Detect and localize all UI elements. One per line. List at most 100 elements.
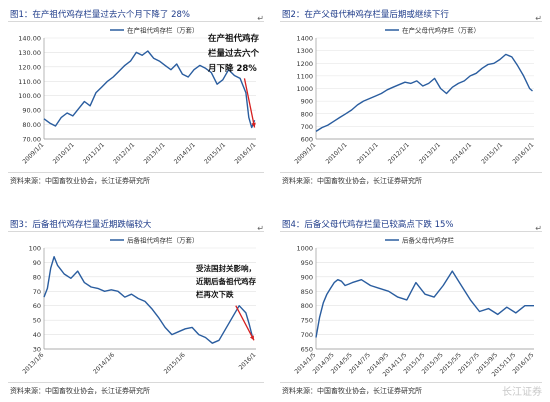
- source-divider: [280, 382, 542, 383]
- y-tick-label: 70: [33, 288, 41, 296]
- legend-label: 在产父母代鸡存栏（万套）: [402, 26, 480, 35]
- trend-arrow-head: [249, 335, 254, 341]
- y-tick-label: 700: [301, 123, 313, 131]
- y-tick-label: 80.00: [22, 121, 41, 129]
- y-tick-label: 650: [301, 346, 313, 354]
- chart-panel-3: 图3：后备祖代鸡存栏量近期跌幅较大 ↵ 后备祖代鸡存栏（万套） 100 90 80 70…: [8, 218, 264, 400]
- y-tick-label: 1400: [296, 35, 313, 43]
- legend-label: 在产祖代鸡存栏（万套）: [127, 26, 199, 35]
- y-tick-label: 750: [301, 317, 313, 325]
- chart-source-1: 资料来源：中国畜牧业协会，长江证券研究所: [10, 177, 150, 185]
- series-line: [315, 53, 533, 132]
- x-tick-label: 2013/1/6: [21, 351, 45, 375]
- chart-annotation-1: 在产祖代鸡存 栏量过去六个 月下降 28%: [208, 32, 259, 77]
- trend-arrow-line: [235, 305, 255, 341]
- y-tick-label: 30: [33, 346, 41, 354]
- y-tick-label: 1000: [296, 85, 313, 93]
- chart-source-2: 资料来源：中国畜牧业协会，长江证券研究所: [282, 177, 422, 185]
- edit-mark-icon: ↵: [535, 14, 542, 23]
- chart-source-3: 资料来源：中国畜牧业协会，长江证券研究所: [10, 387, 150, 395]
- series-line: [43, 256, 254, 344]
- line-chart-2: 在产父母代鸡存栏（万套） 1400 1300 1200 1100 1000 900 800 70…: [293, 26, 535, 166]
- chart-legend: 后备祖代鸡存栏（万套）: [110, 236, 199, 245]
- y-tick-label: 1300: [296, 47, 313, 55]
- x-tick-label: 2014/1/6: [92, 351, 116, 375]
- chart-panel-2: 图2：在产父母代种鸡存栏量后期或继续下行 ↵ 在产父母代鸡存栏（万套） 1400 1…: [280, 8, 542, 190]
- annotation-line: 受法国封关影响，: [196, 264, 256, 273]
- series-line: [43, 50, 256, 129]
- x-tick-label: 2012/1/1: [112, 141, 136, 165]
- y-tick-label: 80: [33, 273, 41, 281]
- y-tick-label: 70.00: [22, 136, 41, 144]
- annotation-line: 月下降 28%: [208, 64, 257, 74]
- edit-mark-icon: ↵: [535, 224, 542, 233]
- trend-arrow-head: [251, 122, 256, 128]
- annotation-line: 在产祖代鸡存: [208, 34, 260, 44]
- x-tick-label: 2016/1/1: [511, 141, 535, 165]
- x-tick-label: 2016/1: [238, 351, 258, 371]
- y-tick-label: 90: [33, 259, 41, 267]
- source-divider: [280, 172, 542, 173]
- x-tick-label: 2013/1/1: [418, 141, 442, 165]
- chart-title-4: 图4：后备父母代鸡存栏量已较高点下跌 15%: [282, 220, 454, 230]
- edit-mark-icon: ↵: [257, 14, 264, 23]
- source-divider: [8, 382, 264, 383]
- y-tick-label: 600: [301, 136, 313, 144]
- line-chart-4: 后备父母代鸡存栏10009509008508007507006502014/1/…: [293, 236, 535, 379]
- y-tick-label: 800: [301, 110, 313, 118]
- x-tick-label: 2014/1/1: [449, 141, 473, 165]
- x-tick-label: 2016/1/1: [233, 141, 257, 165]
- watermark: 长江证券: [502, 387, 542, 398]
- y-tick-label: 700: [301, 331, 313, 339]
- y-tick-label: 120.00: [18, 63, 41, 71]
- x-tick-label: 2014/1/1: [173, 141, 197, 165]
- y-tick-label: 1200: [296, 60, 313, 68]
- legend-label: 后备父母代鸡存栏: [402, 236, 455, 245]
- legend-label: 后备祖代鸡存栏（万套）: [127, 236, 199, 245]
- y-tick-label: 50: [33, 317, 41, 325]
- y-tick-label: 110.00: [18, 78, 41, 86]
- x-tick-label: 2010/1/1: [52, 141, 76, 165]
- title-divider: [280, 231, 542, 232]
- x-tick-label: 2012/1/1: [387, 141, 411, 165]
- y-tick-label: 130.00: [18, 49, 41, 57]
- x-tick-label: 2015/1/6: [163, 351, 187, 375]
- annotation-line: 栏再次下跌: [196, 290, 234, 299]
- y-tick-label: 60: [33, 302, 41, 310]
- y-tick-label: 950: [301, 259, 313, 267]
- y-tick-label: 850: [301, 288, 313, 296]
- annotation-line: 栏量过去六个: [208, 49, 260, 59]
- chart-title-2: 图2：在产父母代种鸡存栏量后期或继续下行: [282, 10, 449, 20]
- y-tick-label: 1000: [296, 245, 313, 253]
- title-divider: [8, 231, 264, 232]
- y-tick-label: 1100: [296, 72, 313, 80]
- series-line: [315, 270, 534, 338]
- y-tick-label: 100.00: [18, 92, 41, 100]
- chart-annotation-3: 受法国封关影响， 近期后备祖代鸡存 栏再次下跌: [196, 262, 256, 301]
- x-tick-label: 2010/1/1: [325, 141, 349, 165]
- chart-source-4: 资料来源：中国畜牧业协会，长江证券研究所: [282, 387, 422, 395]
- x-tick-label: 2013/1/1: [143, 141, 167, 165]
- y-tick-label: 100: [29, 245, 41, 253]
- x-tick-label: 2015/1/1: [480, 141, 504, 165]
- title-divider: [8, 21, 264, 22]
- y-tick-label: 900: [301, 98, 313, 106]
- title-divider: [280, 21, 542, 22]
- source-divider: [8, 172, 264, 173]
- x-tick-label: 2015/1/1: [203, 141, 227, 165]
- edit-mark-icon: ↵: [257, 224, 264, 233]
- line-chart-1: 在产祖代鸡存栏（万套） 140.00 130.00 120.00 110.00 100.0…: [18, 26, 257, 166]
- annotation-line: 近期后备祖代鸡存: [196, 277, 256, 286]
- x-tick-label: 2011/1/1: [356, 141, 380, 165]
- chart-legend: 后备父母代鸡存栏: [385, 236, 455, 245]
- y-tick-label: 800: [301, 302, 313, 310]
- y-tick-label: 900: [301, 273, 313, 281]
- x-tick-label: 2011/1/1: [82, 141, 106, 165]
- chart-title-1: 图1：在产祖代鸡存栏量过去六个月下降了 28%: [10, 10, 191, 20]
- y-tick-label: 40: [33, 331, 41, 339]
- y-tick-label: 140.00: [18, 35, 41, 43]
- trend-arrow-line: [243, 78, 256, 128]
- chart-panel-1: 图1：在产祖代鸡存栏量过去六个月下降了 28% ↵ 在产祖代鸡存栏（万套） 140…: [8, 8, 264, 190]
- y-tick-label: 90.00: [22, 107, 41, 115]
